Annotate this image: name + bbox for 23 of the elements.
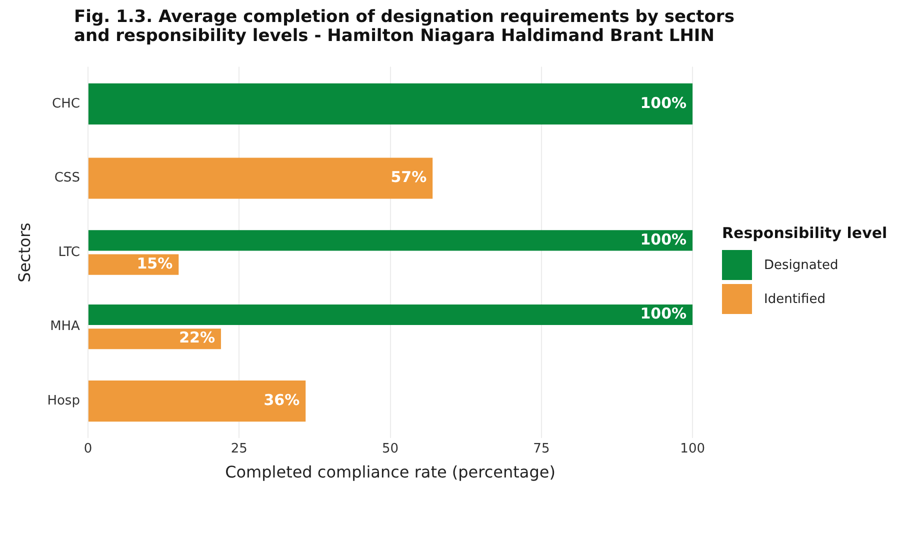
y-tick-label: LTC [58, 245, 80, 260]
y-axis-title: Sectors [14, 222, 34, 283]
x-tick-label: 75 [533, 442, 550, 457]
y-tick-label: Hosp [47, 394, 80, 409]
data-label: 100% [640, 304, 687, 323]
x-tick-label: 25 [230, 442, 248, 457]
y-tick-label: MHA [50, 320, 80, 335]
data-label: 36% [264, 391, 300, 410]
y-tick-label: CSS [54, 170, 80, 186]
chart-title: Fig. 1.3. Average completion of designation requirements by sectors and responsibility levels - Hamilton Niagara Haldimand Brant LHIN [74, 7, 736, 46]
legend-label: Identified [764, 292, 826, 307]
x-tick-label: 0 [84, 442, 92, 457]
y-tick-label: CHC [52, 96, 80, 112]
x-axis-title: Completed compliance rate (percentage) [225, 462, 556, 482]
data-label: 22% [179, 329, 215, 348]
data-label: 57% [390, 168, 427, 186]
x-tick-label: 50 [382, 442, 399, 457]
x-tick-label: 100 [680, 442, 706, 457]
data-label: 100% [640, 230, 687, 249]
data-label: 100% [640, 94, 687, 112]
data-label: 15% [136, 254, 173, 273]
legend-title: Responsibility level [722, 224, 888, 242]
legend-label: Designated [764, 258, 838, 273]
